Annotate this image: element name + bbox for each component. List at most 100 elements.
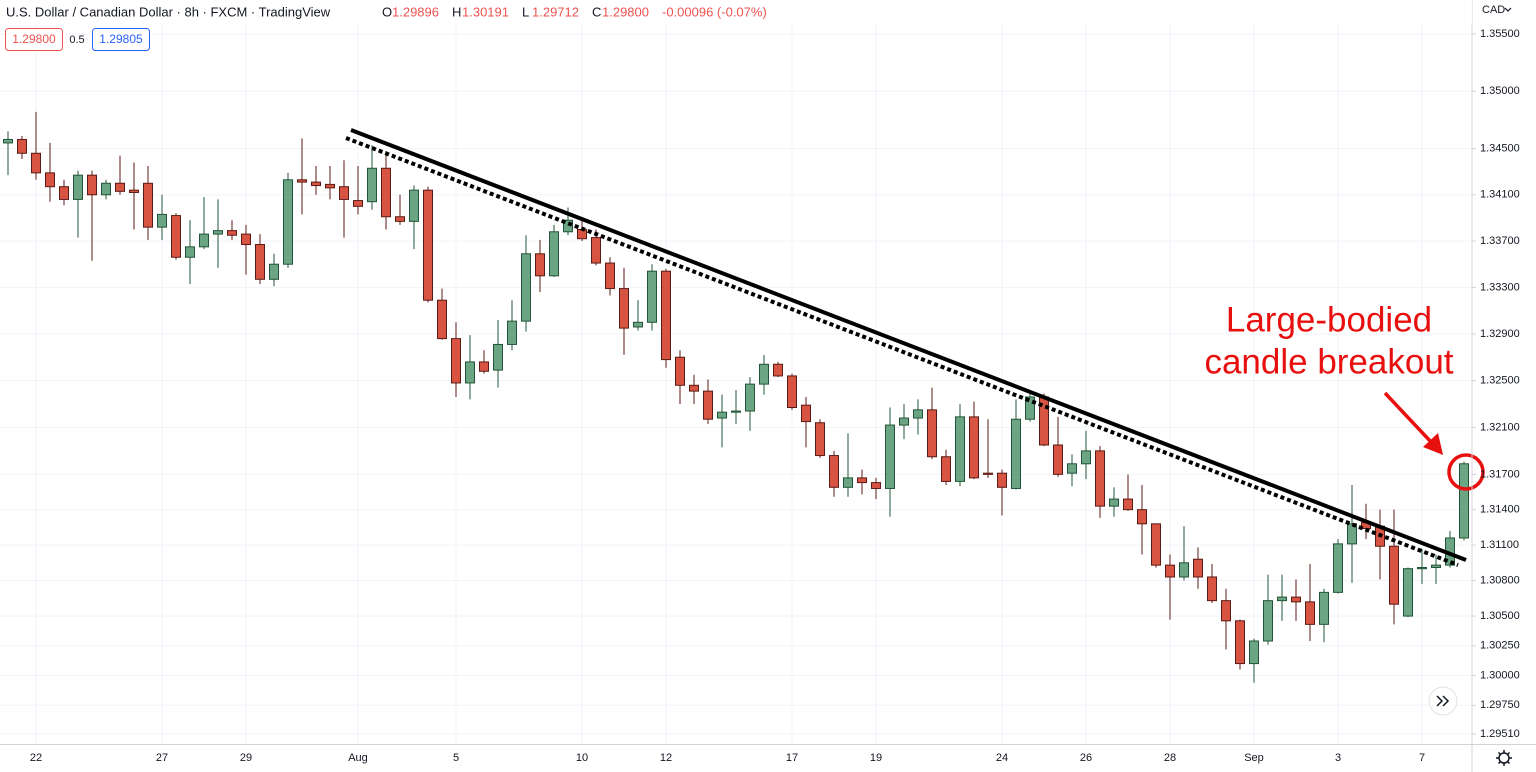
candle-body	[521, 253, 531, 322]
quote-value: 1.29896	[392, 4, 439, 19]
candle-body	[549, 231, 559, 277]
sell-button[interactable]	[5, 28, 63, 51]
y-tick-label: 1.29510	[1480, 728, 1520, 740]
candle-body	[1095, 450, 1105, 507]
candle-body	[31, 152, 41, 174]
candle-body	[1165, 564, 1175, 578]
candle-body	[199, 233, 209, 248]
candle-body	[1459, 463, 1469, 539]
candle-body	[353, 200, 363, 207]
candle-body	[297, 179, 307, 183]
x-tick-label: 3	[1335, 752, 1341, 764]
candle-body	[269, 263, 279, 280]
candle-body	[1403, 568, 1413, 617]
candle-body	[3, 138, 13, 144]
settings-icon[interactable]	[1496, 750, 1512, 766]
candle-body	[1221, 600, 1231, 622]
candle-body	[1347, 523, 1357, 545]
y-tick-label: 1.31700	[1480, 468, 1520, 480]
symbol-title: U.S. Dollar / Canadian Dollar · 8h · FXC…	[6, 4, 331, 19]
quote-change: -0.00096 (-0.07%)	[662, 4, 767, 19]
currency-caret[interactable]	[1504, 7, 1512, 12]
y-tick-label: 1.34100	[1480, 189, 1520, 201]
annotation-line: candle breakout	[1204, 342, 1453, 381]
candle-body	[451, 338, 461, 384]
y-tick-label: 1.30500	[1480, 610, 1520, 622]
candle-body	[115, 182, 125, 192]
settings-teeth[interactable]	[1496, 750, 1512, 766]
candle-body	[759, 363, 769, 385]
candle-body	[647, 270, 657, 323]
candle-body	[885, 424, 895, 489]
y-tick-label: 1.33300	[1480, 281, 1520, 293]
candle-body	[563, 219, 573, 233]
candle-body	[717, 411, 727, 419]
candle-body	[941, 456, 951, 482]
x-tick-label: 27	[156, 752, 168, 764]
quote-value: 1.30191	[462, 4, 509, 19]
candle-body	[227, 230, 237, 236]
x-tick-label: 24	[996, 752, 1008, 764]
candle-body	[1249, 640, 1259, 665]
candle-body	[157, 213, 167, 228]
scroll-right-icon[interactable]	[1436, 695, 1450, 707]
trendline-dotted	[345, 136, 1459, 567]
candle-body	[829, 455, 839, 488]
candle-body	[843, 477, 853, 488]
candle-body	[1025, 396, 1035, 420]
candle-body	[619, 288, 629, 329]
candle-body	[857, 477, 867, 484]
candle-body	[87, 174, 97, 196]
candle-body	[1235, 620, 1245, 665]
quote-value: 1.29712	[532, 4, 579, 19]
buy-price[interactable]: 1.29805	[99, 32, 143, 46]
candle-body	[255, 244, 265, 280]
candle-body	[129, 189, 139, 193]
candle-body	[1291, 596, 1301, 603]
candle-body	[1081, 450, 1091, 465]
candle-body	[479, 361, 489, 372]
x-tick-label: 26	[1080, 752, 1092, 764]
candle-body	[381, 167, 391, 218]
currency-label[interactable]: CAD	[1482, 4, 1505, 16]
candle-body	[1417, 567, 1427, 570]
quote: O 1.29896 H 1.30191 L 1.29712 C 1.29800	[382, 4, 649, 19]
x-tick-label: 7	[1419, 752, 1425, 764]
x-tick-label: Aug	[348, 752, 368, 764]
x-tick-label: 28	[1164, 752, 1176, 764]
candle-body	[311, 181, 321, 187]
candle-body	[1151, 523, 1161, 566]
candle-body	[101, 182, 111, 196]
buy-button[interactable]	[92, 28, 150, 51]
arrow-shaft	[1383, 391, 1434, 445]
candle-body	[913, 409, 923, 419]
candle-body	[1137, 509, 1147, 525]
quote-label: H	[452, 4, 461, 19]
annotation-line: Large-bodied	[1226, 300, 1432, 339]
spread: 0.5	[69, 34, 84, 46]
candle-body	[1193, 558, 1203, 578]
candle-body	[1277, 596, 1287, 602]
price-axis: 1.35500 1.35000 1.34500 1.34100 1.33700 1.333…	[1472, 28, 1520, 740]
candle-body	[605, 262, 615, 290]
candle-body	[1109, 498, 1119, 507]
candle-body	[689, 384, 699, 392]
y-tick-label: 1.32900	[1480, 328, 1520, 340]
candle-body	[409, 189, 419, 222]
candle-body	[367, 167, 377, 203]
candle-body	[143, 182, 153, 228]
candle-body	[577, 228, 587, 240]
candle-body	[745, 383, 755, 412]
candle-body	[395, 216, 405, 222]
candle-body	[871, 482, 881, 489]
candle-body	[1431, 564, 1441, 569]
x-tick-label: 19	[870, 752, 882, 764]
quote-value: 1.29800	[602, 4, 649, 19]
candle-body	[1305, 601, 1315, 625]
sell-price[interactable]: 1.29800	[12, 32, 56, 46]
candle-body	[1389, 545, 1399, 605]
y-tick-label: 1.33700	[1480, 235, 1520, 247]
candle-body	[241, 233, 251, 246]
quote-label: O	[382, 4, 392, 19]
